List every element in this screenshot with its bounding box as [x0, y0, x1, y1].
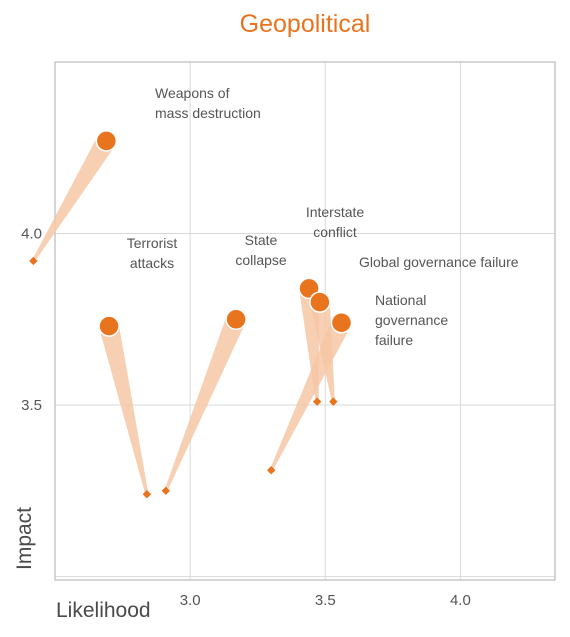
movement-trail: [269, 318, 351, 471]
point-label-line: Global governance failure: [359, 254, 519, 270]
point-label-line: State: [245, 232, 278, 248]
point-label: Terrorist attacks: [127, 235, 178, 271]
point-label: National governance failure: [375, 292, 448, 348]
point-label: State collapse: [235, 232, 287, 268]
y-tick-label: 3.5: [21, 397, 42, 414]
current-position-marker: [95, 130, 118, 152]
point-label-line: mass destruction: [155, 105, 261, 121]
point-label: Interstate conflict: [306, 204, 365, 240]
current-position-marker: [98, 315, 120, 337]
y-tick-labels: 3.5 4.0: [21, 226, 42, 415]
x-tick-labels: 3.0 3.5 4.0: [180, 592, 471, 609]
point-label-line: collapse: [235, 252, 287, 268]
movement-trails: [32, 135, 351, 495]
point-label-line: Interstate: [306, 204, 365, 220]
previous-position-marker: [29, 256, 38, 266]
plot-frame: [54, 61, 556, 581]
point-label-line: National: [375, 292, 426, 308]
point-label-line: Terrorist: [127, 235, 178, 251]
current-position-marker: [330, 311, 353, 334]
movement-trail: [32, 135, 115, 262]
x-axis-title: Likelihood: [56, 599, 151, 622]
point-label-line: governance: [375, 312, 448, 328]
previous-position-marker: [267, 466, 276, 475]
x-tick-label: 4.0: [450, 592, 471, 609]
previous-position-marker: [312, 397, 322, 406]
previous-position-marker: [329, 397, 338, 406]
current-position-marker: [309, 291, 331, 313]
x-tick-label: 3.5: [315, 592, 336, 609]
current-position-marker: [225, 308, 247, 331]
y-tick-label: 4.0: [21, 226, 42, 243]
point-label-line: Weapons of: [155, 85, 230, 101]
previous-position-marker: [142, 490, 152, 499]
chart-title: Geopolitical: [240, 10, 371, 38]
previous-position-marker: [161, 486, 171, 496]
x-tick-label: 3.0: [180, 592, 201, 609]
point-label-line: failure: [375, 332, 413, 348]
point-labels: Weapons of mass destruction Terrorist attac…: [127, 85, 519, 348]
point-label-line: attacks: [130, 255, 174, 271]
point-label: Global governance failure: [359, 254, 519, 270]
point-label: Weapons of mass destruction: [155, 85, 261, 121]
point-label-line: conflict: [313, 224, 357, 240]
data-points: [29, 130, 353, 499]
movement-trail: [99, 323, 149, 495]
movement-trail: [164, 315, 246, 492]
y-axis-title: Impact: [13, 507, 36, 570]
